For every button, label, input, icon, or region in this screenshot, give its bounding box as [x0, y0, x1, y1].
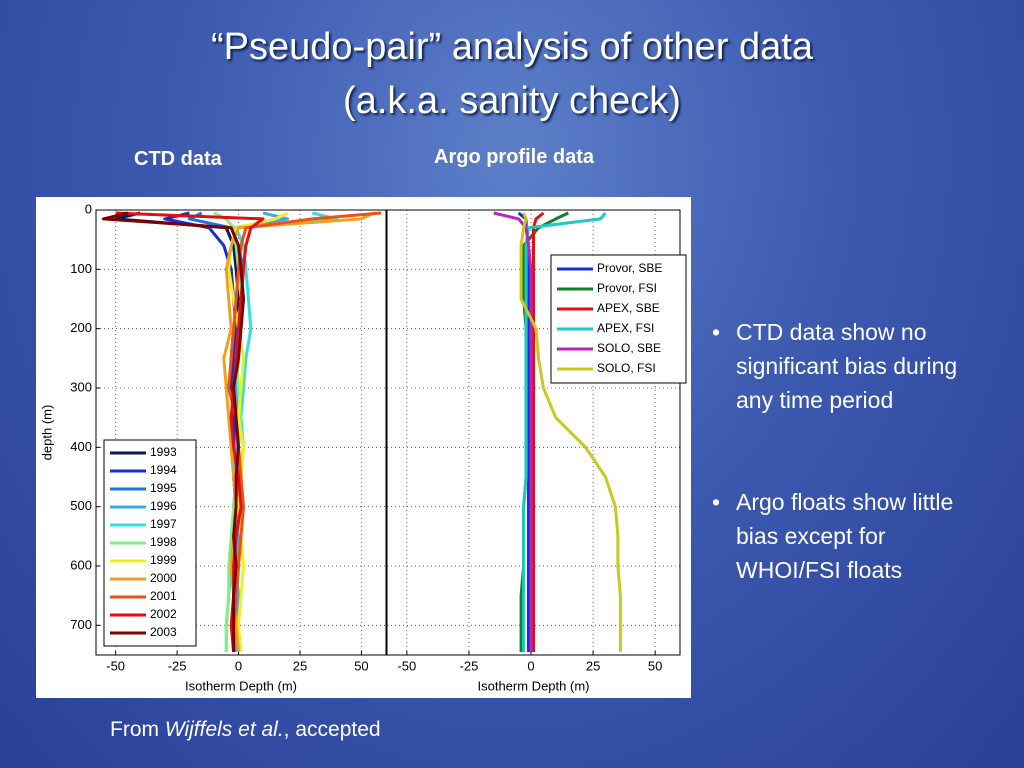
slide-title: “Pseudo-pair” analysis of other data [211, 26, 813, 68]
x-axis-label: Isotherm Depth (m) [185, 678, 297, 693]
bullet-text: Argo floats show little bias except for … [736, 489, 954, 583]
footer-text: , accepted [283, 718, 381, 741]
legend-label: 1995 [150, 481, 177, 495]
bullet: • Argo floats show little bias except for… [712, 485, 992, 587]
x-tick-label: 0 [527, 658, 534, 673]
y-tick-label: 700 [70, 617, 92, 632]
legend-label: 1993 [150, 445, 177, 459]
legend-label: 1997 [150, 517, 177, 531]
legend-label: Provor, FSI [597, 281, 657, 295]
y-tick-label: 500 [70, 498, 92, 513]
chart-title: CTD data [134, 148, 222, 170]
legend-label: 1998 [150, 535, 177, 549]
footer: From Wijffels et al., accepted [110, 718, 381, 742]
x-tick-label: 25 [586, 658, 600, 673]
footer-text: From [110, 718, 165, 741]
x-tick-label: -50 [397, 658, 416, 673]
legend-label: SOLO, FSI [597, 361, 656, 375]
axes-frame [95, 209, 387, 656]
x-tick-label: 0 [235, 658, 242, 673]
legend-label: SOLO, SBE [597, 341, 661, 355]
legend-label: 2002 [150, 607, 177, 621]
x-axis-label: Isotherm Depth (m) [478, 678, 590, 693]
legend-label: 2003 [150, 625, 177, 639]
x-tick-label: 50 [354, 658, 368, 673]
y-tick-label: 200 [70, 320, 92, 335]
series-line [522, 212, 607, 652]
legend-box [550, 254, 687, 384]
bullet: • CTD data show no significant bias durin… [712, 315, 992, 417]
y-tick-label: 0 [85, 201, 92, 216]
legend-label: 2001 [150, 589, 177, 603]
series-line [115, 211, 265, 653]
y-axis-label: depth (m) [39, 405, 54, 461]
bullet-text: CTD data show no significant bias during… [736, 319, 958, 413]
y-tick-label: 300 [70, 379, 92, 394]
legend-label: Provor, SBE [597, 261, 662, 275]
legend-label: 1999 [150, 553, 177, 567]
legend-label: APEX, SBE [597, 301, 660, 315]
x-tick-label: -25 [168, 658, 187, 673]
series-line [532, 211, 545, 652]
legend-label: 2000 [150, 571, 177, 585]
x-tick-label: 25 [293, 658, 307, 673]
series-line [519, 212, 622, 652]
legend-label: 1994 [150, 463, 177, 477]
series-line [222, 211, 375, 653]
y-tick-label: 600 [70, 557, 92, 572]
axes-frame [386, 209, 681, 656]
series-line [101, 211, 245, 652]
slide-title: (a.k.a. sanity check) [343, 80, 681, 122]
y-tick-label: 400 [70, 439, 92, 454]
legend-label: APEX, FSI [597, 321, 654, 335]
chart-title: Argo profile data [434, 146, 595, 168]
x-tick-label: 50 [648, 658, 662, 673]
y-tick-label: 100 [70, 261, 92, 276]
series-line [493, 211, 533, 652]
x-tick-label: -25 [460, 658, 479, 673]
footer-text: Wijffels et al. [164, 718, 284, 741]
x-tick-label: -50 [106, 658, 125, 673]
legend-label: 1996 [150, 499, 177, 513]
